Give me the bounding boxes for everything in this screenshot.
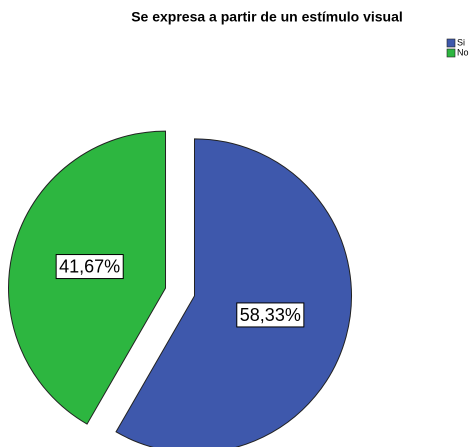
- legend-label: Si: [457, 37, 465, 47]
- data-label: 41,67%: [59, 257, 120, 277]
- label-box: [55, 254, 124, 280]
- data-label: 58,33%: [240, 305, 301, 325]
- label-box: [236, 302, 305, 328]
- chart-title: Se expresa a partir de un estímulo visua…: [131, 9, 403, 25]
- pie-slice: [115, 138, 352, 447]
- legend-swatch: [446, 48, 456, 58]
- legend-swatch: [446, 38, 456, 48]
- legend-label: No: [457, 47, 469, 57]
